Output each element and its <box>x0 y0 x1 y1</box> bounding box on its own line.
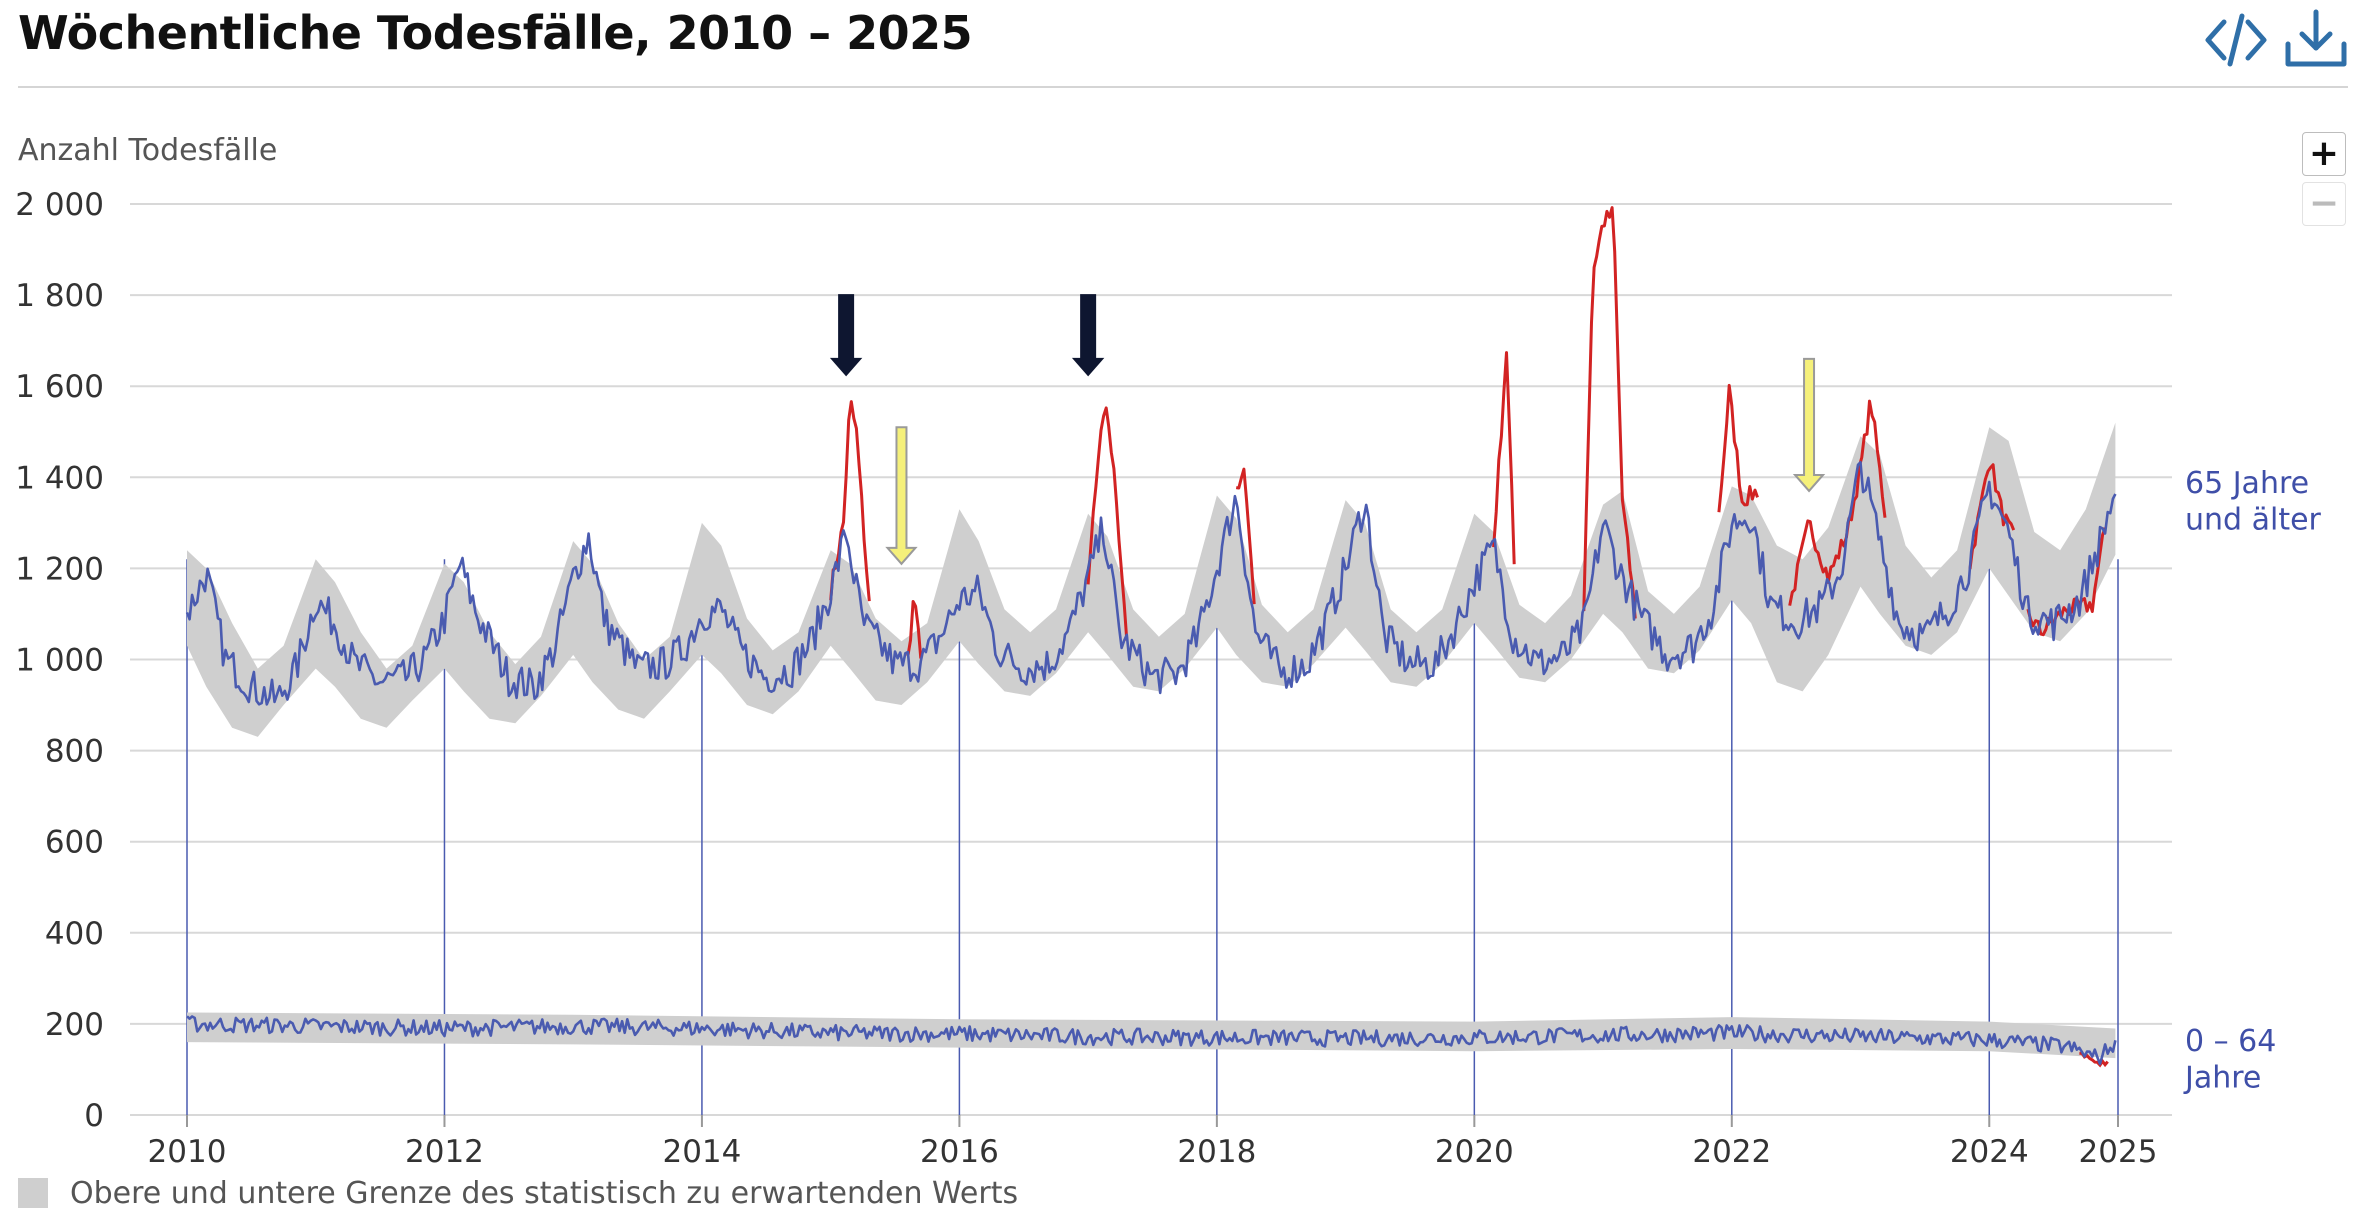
series-label-65plus: 65 Jahre <box>2185 466 2309 501</box>
y-tick-label: 1 400 <box>15 460 104 496</box>
x-tick-label: 2022 <box>1692 1134 1771 1170</box>
x-tick-label: 2012 <box>405 1134 484 1170</box>
series-label-0-64: 0 – 64 <box>2185 1024 2276 1059</box>
yellow-arrow-icon <box>885 426 918 566</box>
expected-band-65plus <box>187 422 2116 737</box>
x-tick-label: 2016 <box>920 1134 999 1170</box>
x-tick-label: 2020 <box>1435 1134 1514 1170</box>
x-tick-label: 2024 <box>1950 1134 2029 1170</box>
y-tick-label: 0 <box>84 1098 104 1134</box>
zoom-out-button[interactable]: − <box>2302 182 2346 226</box>
series-label-0-64: Jahre <box>2183 1061 2261 1096</box>
legend-swatch <box>18 1178 48 1208</box>
y-tick-label: 1 800 <box>15 278 104 314</box>
excess-mortality-line <box>1788 399 1887 606</box>
x-tick-label: 2025 <box>2079 1134 2158 1170</box>
excess-mortality-line <box>1235 467 1256 605</box>
x-tick-label: 2010 <box>148 1134 227 1170</box>
x-tick-label: 2018 <box>1177 1134 1256 1170</box>
title-divider <box>18 86 2348 88</box>
observed-line-0-64 <box>186 1015 2117 1066</box>
y-tick-label: 1 600 <box>15 369 104 405</box>
legend-label: Obere und untere Grenze des statistisch … <box>70 1176 1018 1211</box>
code-icon[interactable] <box>2200 4 2272 76</box>
chart-title: Wöchentliche Todesfälle, 2010 – 2025 <box>18 6 973 60</box>
download-icon[interactable] <box>2280 4 2352 76</box>
y-axis-label: Anzahl Todesfälle <box>18 133 277 168</box>
series-label-65plus: und älter <box>2185 503 2322 538</box>
expected-band-0-64 <box>187 1012 2116 1059</box>
y-tick-label: 1 200 <box>15 551 104 587</box>
excess-mortality-line <box>1582 206 1637 619</box>
yellow-arrow-icon <box>1792 357 1826 493</box>
excess-mortality-line <box>2026 527 2107 637</box>
excess-mortality-line <box>906 600 923 659</box>
dark-arrow-icon <box>829 294 863 377</box>
zoom-in-button[interactable]: + <box>2302 132 2346 176</box>
y-tick-label: 800 <box>45 734 104 770</box>
y-tick-label: 200 <box>45 1007 104 1043</box>
y-tick-label: 1 000 <box>15 643 104 679</box>
x-tick-label: 2014 <box>662 1134 741 1170</box>
y-tick-label: 400 <box>45 916 104 952</box>
observed-line-65plus <box>185 461 2117 706</box>
excess-mortality-line <box>1086 406 1129 641</box>
excess-mortality-line <box>829 400 871 602</box>
excess-mortality-line <box>1717 383 1759 513</box>
y-tick-label: 2 000 <box>15 187 104 223</box>
dark-arrow-icon <box>1071 294 1105 377</box>
y-tick-label: 600 <box>45 825 104 861</box>
excess-mortality-line <box>1492 351 1516 565</box>
